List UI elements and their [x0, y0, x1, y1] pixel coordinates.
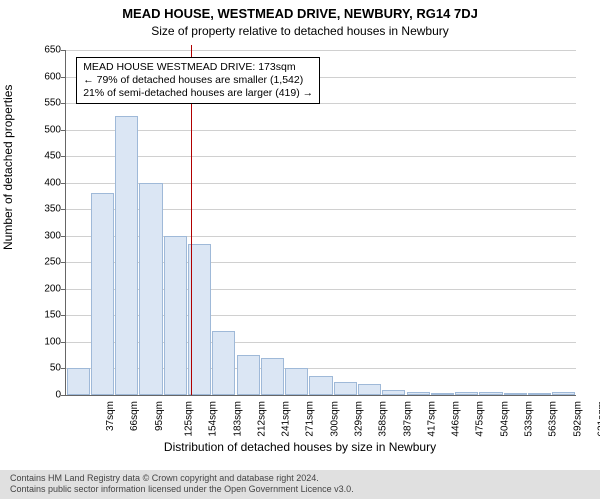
y-tick-label: 0: [35, 390, 61, 401]
x-tick-label: 212sqm: [256, 401, 267, 437]
histogram-bar: [67, 368, 90, 395]
histogram-bar: [455, 392, 478, 395]
y-tick-label: 300: [35, 230, 61, 241]
y-tick-label: 150: [35, 310, 61, 321]
y-tick-mark: [61, 315, 65, 316]
annotation-line: MEAD HOUSE WESTMEAD DRIVE: 173sqm: [83, 61, 313, 74]
footer-line2: Contains public sector information licen…: [10, 484, 590, 495]
x-tick-label: 592sqm: [572, 401, 583, 437]
y-tick-label: 600: [35, 71, 61, 82]
x-tick-label: 95sqm: [154, 401, 165, 431]
histogram-plot: MEAD HOUSE WESTMEAD DRIVE: 173sqm← 79% o…: [65, 50, 576, 396]
annotation-box: MEAD HOUSE WESTMEAD DRIVE: 173sqm← 79% o…: [76, 57, 320, 104]
annotation-line: ← 79% of detached houses are smaller (1,…: [83, 74, 313, 87]
histogram-bar: [358, 384, 381, 395]
histogram-bar: [115, 116, 138, 395]
histogram-bar: [431, 393, 454, 395]
x-tick-label: 417sqm: [426, 401, 437, 437]
x-tick-label: 183sqm: [232, 401, 243, 437]
histogram-bar: [285, 368, 308, 395]
y-tick-mark: [61, 342, 65, 343]
histogram-bar: [91, 193, 114, 395]
y-tick-mark: [61, 395, 65, 396]
histogram-bar: [479, 392, 502, 395]
annotation-line: 21% of semi-detached houses are larger (…: [83, 87, 313, 100]
x-tick-label: 241sqm: [281, 401, 292, 437]
histogram-bar: [261, 358, 284, 395]
histogram-bar: [334, 382, 357, 395]
x-tick-label: 446sqm: [451, 401, 462, 437]
x-axis-label: Distribution of detached houses by size …: [0, 440, 600, 454]
y-tick-label: 250: [35, 257, 61, 268]
x-tick-label: 358sqm: [378, 401, 389, 437]
histogram-bar: [528, 393, 551, 395]
y-tick-mark: [61, 183, 65, 184]
y-tick-mark: [61, 103, 65, 104]
x-tick-label: 329sqm: [354, 401, 365, 437]
y-tick-mark: [61, 50, 65, 51]
footer-line1: Contains HM Land Registry data © Crown c…: [10, 473, 590, 484]
histogram-bar: [237, 355, 260, 395]
y-tick-label: 650: [35, 45, 61, 56]
y-tick-label: 50: [35, 363, 61, 374]
x-tick-label: 300sqm: [329, 401, 340, 437]
y-tick-mark: [61, 289, 65, 290]
y-tick-mark: [61, 77, 65, 78]
y-tick-mark: [61, 262, 65, 263]
x-tick-label: 475sqm: [475, 401, 486, 437]
gridline: [66, 130, 576, 131]
histogram-bar: [164, 236, 187, 395]
y-tick-label: 550: [35, 98, 61, 109]
histogram-bar: [212, 331, 235, 395]
x-tick-label: 504sqm: [499, 401, 510, 437]
y-tick-label: 500: [35, 124, 61, 135]
footer: Contains HM Land Registry data © Crown c…: [0, 470, 600, 499]
page-title: MEAD HOUSE, WESTMEAD DRIVE, NEWBURY, RG1…: [0, 6, 600, 21]
page-subtitle: Size of property relative to detached ho…: [0, 24, 600, 38]
gridline: [66, 50, 576, 51]
y-tick-label: 350: [35, 204, 61, 215]
x-tick-label: 271sqm: [305, 401, 316, 437]
x-tick-label: 621sqm: [596, 401, 600, 437]
x-tick-label: 533sqm: [524, 401, 535, 437]
y-tick-label: 200: [35, 283, 61, 294]
histogram-bar: [309, 376, 332, 395]
y-tick-mark: [61, 368, 65, 369]
x-tick-label: 387sqm: [402, 401, 413, 437]
y-tick-mark: [61, 156, 65, 157]
x-tick-label: 66sqm: [129, 401, 140, 431]
y-tick-mark: [61, 209, 65, 210]
y-tick-mark: [61, 130, 65, 131]
x-tick-label: 154sqm: [208, 401, 219, 437]
histogram-bar: [504, 393, 527, 395]
x-tick-label: 37sqm: [105, 401, 116, 431]
histogram-bar: [552, 392, 575, 395]
x-tick-label: 563sqm: [548, 401, 559, 437]
y-tick-label: 100: [35, 336, 61, 347]
y-tick-label: 400: [35, 177, 61, 188]
y-tick-mark: [61, 236, 65, 237]
gridline: [66, 156, 576, 157]
histogram-bar: [407, 392, 430, 395]
histogram-bar: [139, 183, 162, 395]
histogram-bar: [382, 390, 405, 395]
x-tick-label: 125sqm: [184, 401, 195, 437]
y-axis-label: Number of detached properties: [1, 85, 15, 250]
y-tick-label: 450: [35, 151, 61, 162]
